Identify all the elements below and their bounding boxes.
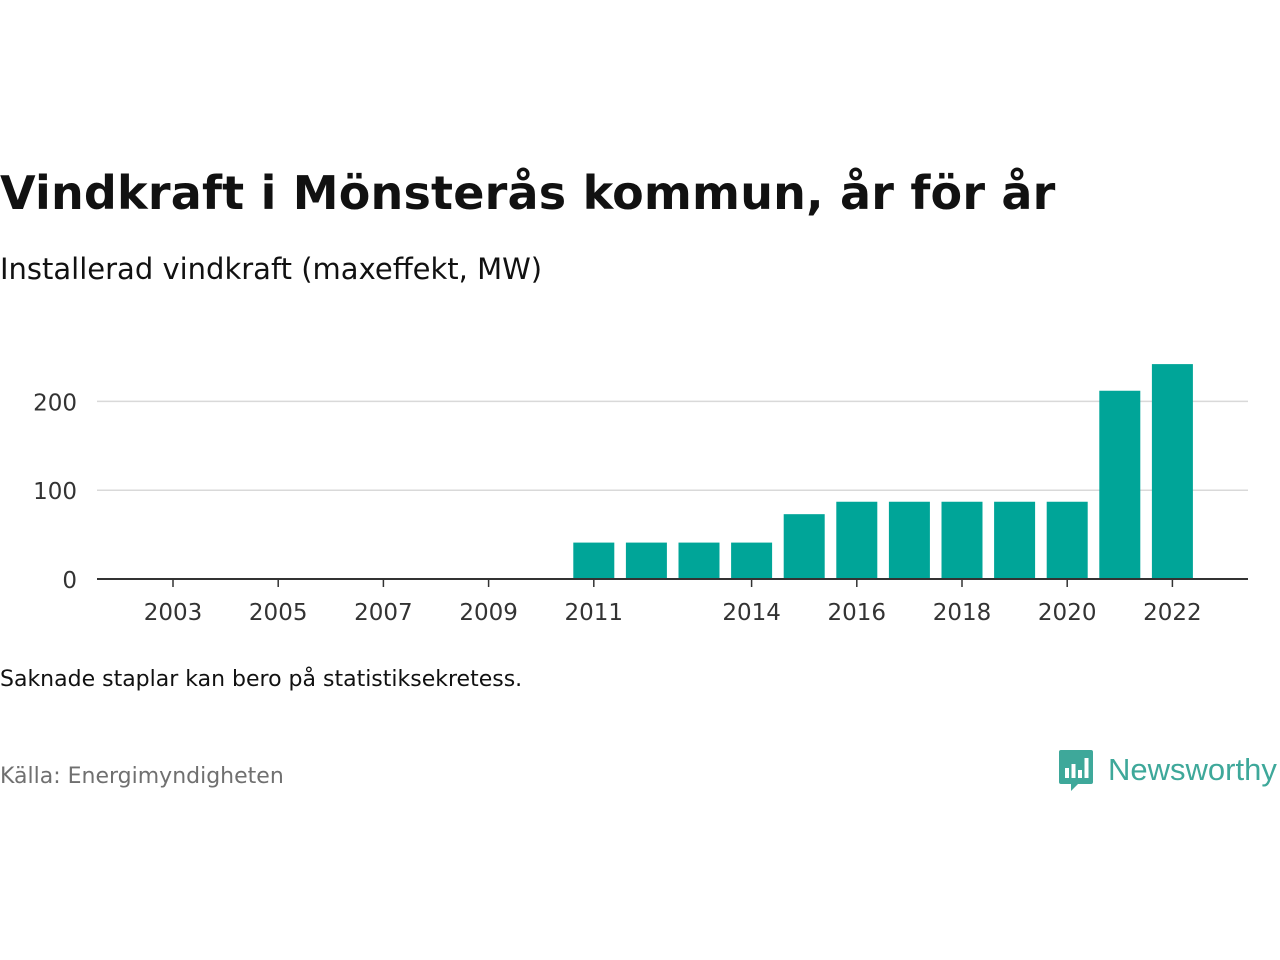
brand-name: Newsworthy (1108, 752, 1277, 787)
x-tick-label-2018: 2018 (933, 600, 992, 626)
bar-2020 (1046, 501, 1088, 579)
bar-2012 (625, 542, 667, 579)
x-tick-label-2007: 2007 (354, 600, 413, 626)
bar-2019 (994, 501, 1036, 579)
bar-chart-speech-bubble-icon (1059, 750, 1093, 791)
bar-2022 (1151, 364, 1193, 579)
x-tick-label-2005: 2005 (249, 600, 308, 626)
bar-2021 (1099, 390, 1141, 579)
newsworthy-logo: Newsworthy (1058, 748, 1277, 792)
chart-title: Vindkraft i Mönsterås kommun, år för år (0, 166, 1056, 220)
y-tick-label-100: 100 (33, 479, 77, 505)
x-tick-label-2014: 2014 (722, 600, 781, 626)
chart-subtitle: Installerad vindkraft (maxeffekt, MW) (0, 252, 543, 286)
bar-2011 (573, 542, 615, 579)
bar-chart: 0 100 200 2003 2005 2007 2009 2011 2014 2016 2018 2… (33, 364, 1248, 626)
footnote: Saknade staplar kan bero på statistiksek… (0, 667, 523, 692)
x-tick-label-2020: 2020 (1038, 600, 1097, 626)
x-tick-label-2009: 2009 (459, 600, 518, 626)
bar-2017 (888, 501, 930, 579)
bar-2018 (941, 501, 983, 579)
y-tick-label-0: 0 (62, 568, 77, 594)
bar-2013 (678, 542, 720, 579)
x-tick-label-2022: 2022 (1143, 600, 1202, 626)
bar-2016 (836, 501, 878, 579)
x-tick-label-2011: 2011 (565, 600, 624, 626)
source-credit: Källa: Energimyndigheten (0, 764, 284, 789)
y-tick-label-200: 200 (33, 390, 77, 416)
bar-2014 (731, 542, 773, 579)
bar-2015 (783, 514, 825, 579)
x-tick-label-2003: 2003 (144, 600, 203, 626)
x-tick-label-2016: 2016 (828, 600, 887, 626)
